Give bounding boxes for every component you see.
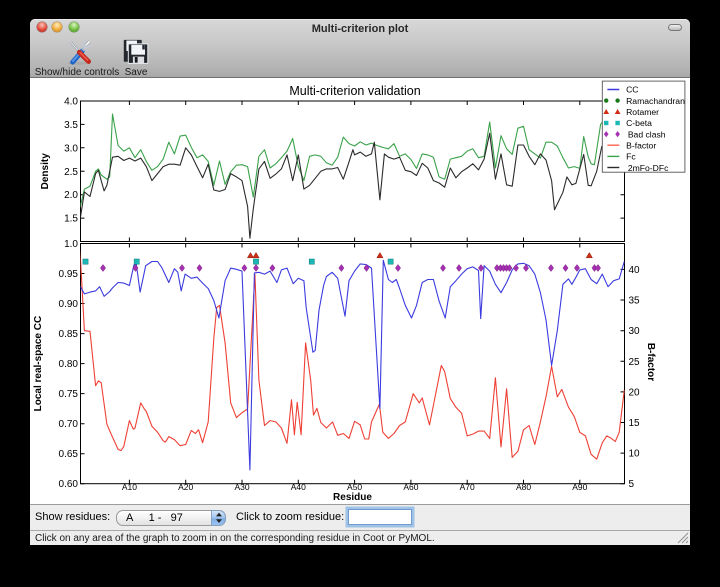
- svg-text:Residue: Residue: [333, 492, 372, 503]
- svg-text:20: 20: [629, 387, 641, 398]
- svg-text:Rotamer: Rotamer: [626, 107, 659, 117]
- svg-text:Ramachandran: Ramachandran: [626, 96, 685, 106]
- svg-text:10: 10: [629, 449, 641, 460]
- svg-text:A50: A50: [347, 482, 362, 492]
- svg-text:15: 15: [629, 418, 641, 429]
- svg-text:A10: A10: [122, 482, 137, 492]
- svg-text:B-factor: B-factor: [645, 343, 656, 381]
- svg-text:C-beta: C-beta: [626, 118, 652, 128]
- svg-text:A70: A70: [460, 482, 475, 492]
- svg-text:1.0: 1.0: [64, 239, 78, 250]
- svg-text:0.75: 0.75: [59, 389, 79, 400]
- svg-text:0.90: 0.90: [59, 299, 79, 310]
- svg-text:0.60: 0.60: [59, 479, 79, 490]
- svg-text:A90: A90: [572, 482, 587, 492]
- svg-text:2mFo-DFc: 2mFo-DFc: [626, 163, 669, 173]
- svg-text:0.95: 0.95: [59, 269, 79, 280]
- svg-text:CC: CC: [626, 85, 638, 95]
- svg-text:Bad clash: Bad clash: [626, 129, 666, 139]
- svg-text:25: 25: [629, 357, 641, 368]
- svg-text:Multi-criterion validation: Multi-criterion validation: [289, 84, 420, 98]
- svg-text:A60: A60: [403, 482, 418, 492]
- svg-text:B-factor: B-factor: [626, 141, 656, 151]
- svg-text:3.5: 3.5: [64, 120, 78, 131]
- svg-text:A40: A40: [291, 482, 306, 492]
- svg-text:35: 35: [629, 296, 641, 307]
- svg-text:A80: A80: [516, 482, 531, 492]
- svg-text:2.0: 2.0: [64, 190, 78, 201]
- svg-text:5: 5: [629, 479, 635, 490]
- svg-text:A20: A20: [178, 482, 193, 492]
- svg-text:Density: Density: [40, 153, 51, 190]
- svg-text:3.0: 3.0: [64, 143, 78, 154]
- svg-text:Local real-space CC: Local real-space CC: [33, 316, 44, 412]
- svg-text:40: 40: [629, 265, 641, 276]
- svg-text:A30: A30: [234, 482, 249, 492]
- svg-text:30: 30: [629, 326, 641, 337]
- svg-text:0.70: 0.70: [59, 419, 79, 430]
- svg-text:4.0: 4.0: [64, 97, 78, 108]
- svg-text:1.5: 1.5: [64, 214, 78, 225]
- svg-text:2.5: 2.5: [64, 167, 78, 178]
- svg-text:0.85: 0.85: [59, 329, 79, 340]
- svg-text:0.65: 0.65: [59, 449, 79, 460]
- svg-text:Fc: Fc: [626, 152, 636, 162]
- svg-text:0.80: 0.80: [59, 359, 79, 370]
